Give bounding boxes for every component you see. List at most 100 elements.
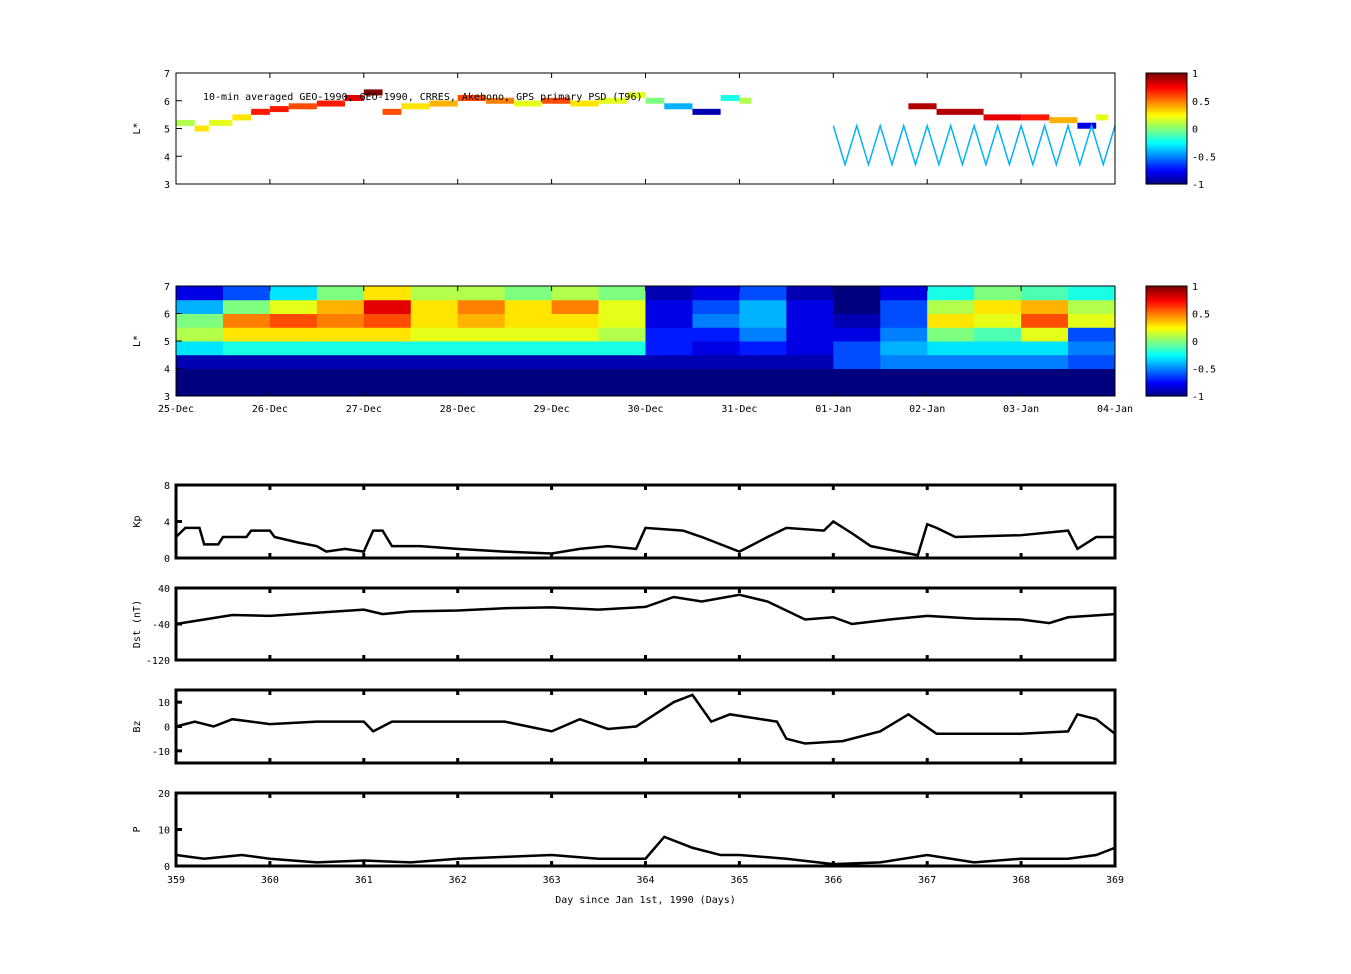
psd-point: [269, 106, 289, 113]
psd-point: [208, 119, 233, 126]
colorbar-segment: [1146, 134, 1187, 137]
colorbar-segment: [1146, 104, 1187, 107]
heatmap-cell: [692, 341, 740, 356]
colorbar-segment: [1146, 368, 1187, 371]
colorbar-segment: [1146, 176, 1187, 180]
colorbar-segment: [1146, 363, 1187, 366]
heatmap-cell: [598, 368, 646, 383]
y-tick-label: -10: [152, 747, 170, 758]
heatmap-cell: [598, 286, 646, 301]
colorbar-segment: [1146, 126, 1187, 130]
heatmap-cell: [363, 354, 412, 369]
colorbar-segment: [1146, 115, 1187, 118]
heatmap-cell: [974, 382, 1022, 397]
colorbar-segment: [1146, 159, 1187, 163]
psd-point: [251, 108, 270, 115]
heatmap-cell: [739, 382, 787, 397]
heatmap-cell: [739, 368, 787, 383]
psd-point: [908, 103, 937, 110]
heatmap-cell: [927, 313, 975, 328]
heatmap-cell: [316, 313, 365, 328]
heatmap-cell: [786, 286, 834, 301]
heatmap-cell: [692, 368, 740, 383]
heatmap-cell: [363, 286, 412, 301]
heatmap-cell: [974, 341, 1022, 356]
heatmap-cell: [551, 313, 600, 328]
psd-point: [288, 103, 317, 110]
heatmap-cell: [1068, 382, 1116, 397]
colorbar-segment: [1146, 141, 1187, 144]
colorbar-segment: [1146, 386, 1187, 390]
y-tick-label: 0: [164, 862, 170, 873]
heatmap-cell: [880, 341, 928, 356]
colorbar-tick-label: 0.5: [1192, 97, 1210, 108]
x-tick-label: 361: [355, 875, 373, 886]
colorbar-segment: [1146, 361, 1187, 364]
psd-point: [514, 100, 543, 107]
psd-point: [626, 92, 646, 99]
x-tick-label: 28-Dec: [440, 404, 476, 415]
x-tick-label: 359: [167, 875, 185, 886]
heatmap-cell: [551, 341, 600, 356]
psd-point: [1021, 114, 1050, 121]
heatmap-cell: [363, 313, 412, 328]
heatmap-cell: [269, 354, 318, 369]
heatmap-cell: [504, 368, 553, 383]
heatmap-cell: [176, 313, 224, 328]
colorbar-segment: [1146, 342, 1187, 346]
colorbar-segment: [1146, 377, 1187, 381]
y-tick-label: 10: [158, 826, 170, 837]
colorbar-segment: [1146, 357, 1187, 360]
colorbar-segment: [1146, 169, 1187, 172]
x-tick-label: 25-Dec: [158, 404, 194, 415]
heatmap-cell: [410, 327, 459, 342]
heatmap-cell: [1021, 327, 1069, 342]
colorbar-segment: [1146, 291, 1187, 294]
colorbar-segment: [1146, 383, 1187, 386]
y-tick-label: 7: [164, 69, 170, 80]
x-tick-label: 369: [1106, 875, 1124, 886]
colorbar-segment: [1146, 374, 1187, 377]
heatmap-cell: [269, 286, 318, 301]
heatmap-cell: [316, 341, 365, 356]
y-tick-label: 40: [158, 584, 170, 595]
colorbar-segment: [1146, 122, 1187, 126]
colorbar-segment: [1146, 287, 1187, 291]
heatmap-cell: [1021, 368, 1069, 383]
heatmap-cell: [316, 327, 365, 342]
colorbar-segment: [1146, 309, 1187, 313]
colorbar-segment: [1146, 124, 1187, 128]
heatmap-cell: [645, 341, 693, 356]
colorbar-segment: [1146, 339, 1187, 342]
colorbar-segment: [1146, 348, 1187, 351]
heatmap-cell: [598, 299, 646, 314]
heatmap-cell: [833, 368, 881, 383]
heatmap-cell: [457, 313, 506, 328]
heatmap-cell: [739, 286, 787, 301]
heatmap-cell: [739, 313, 787, 328]
colorbar-segment: [1146, 76, 1187, 80]
heatmap-cell: [833, 299, 881, 314]
heatmap-cell: [176, 354, 224, 369]
heatmap-cell: [316, 299, 365, 314]
psd-point: [645, 97, 665, 104]
series-line: [175, 835, 1116, 866]
heatmap-cell: [222, 313, 271, 328]
colorbar-segment: [1146, 375, 1187, 379]
heatmap-cell: [410, 382, 459, 397]
heatmap-cell: [504, 354, 553, 369]
colorbar-segment: [1146, 315, 1187, 318]
y-tick-label: 10: [158, 698, 170, 709]
heatmap-cell: [410, 368, 459, 383]
heatmap-cell: [974, 286, 1022, 301]
heatmap-cell: [645, 354, 693, 369]
heatmap-cell: [551, 299, 600, 314]
colorbar-tick-label: 0: [1192, 337, 1198, 348]
heatmap-cell: [222, 354, 271, 369]
x-tick-label: 31-Dec: [721, 404, 757, 415]
heatmap-cell: [551, 286, 600, 301]
colorbar-segment: [1146, 148, 1187, 152]
x-tick-label: 03-Jan: [1003, 404, 1039, 415]
colorbar-segment: [1146, 304, 1187, 307]
x-tick-label: 02-Jan: [909, 404, 945, 415]
